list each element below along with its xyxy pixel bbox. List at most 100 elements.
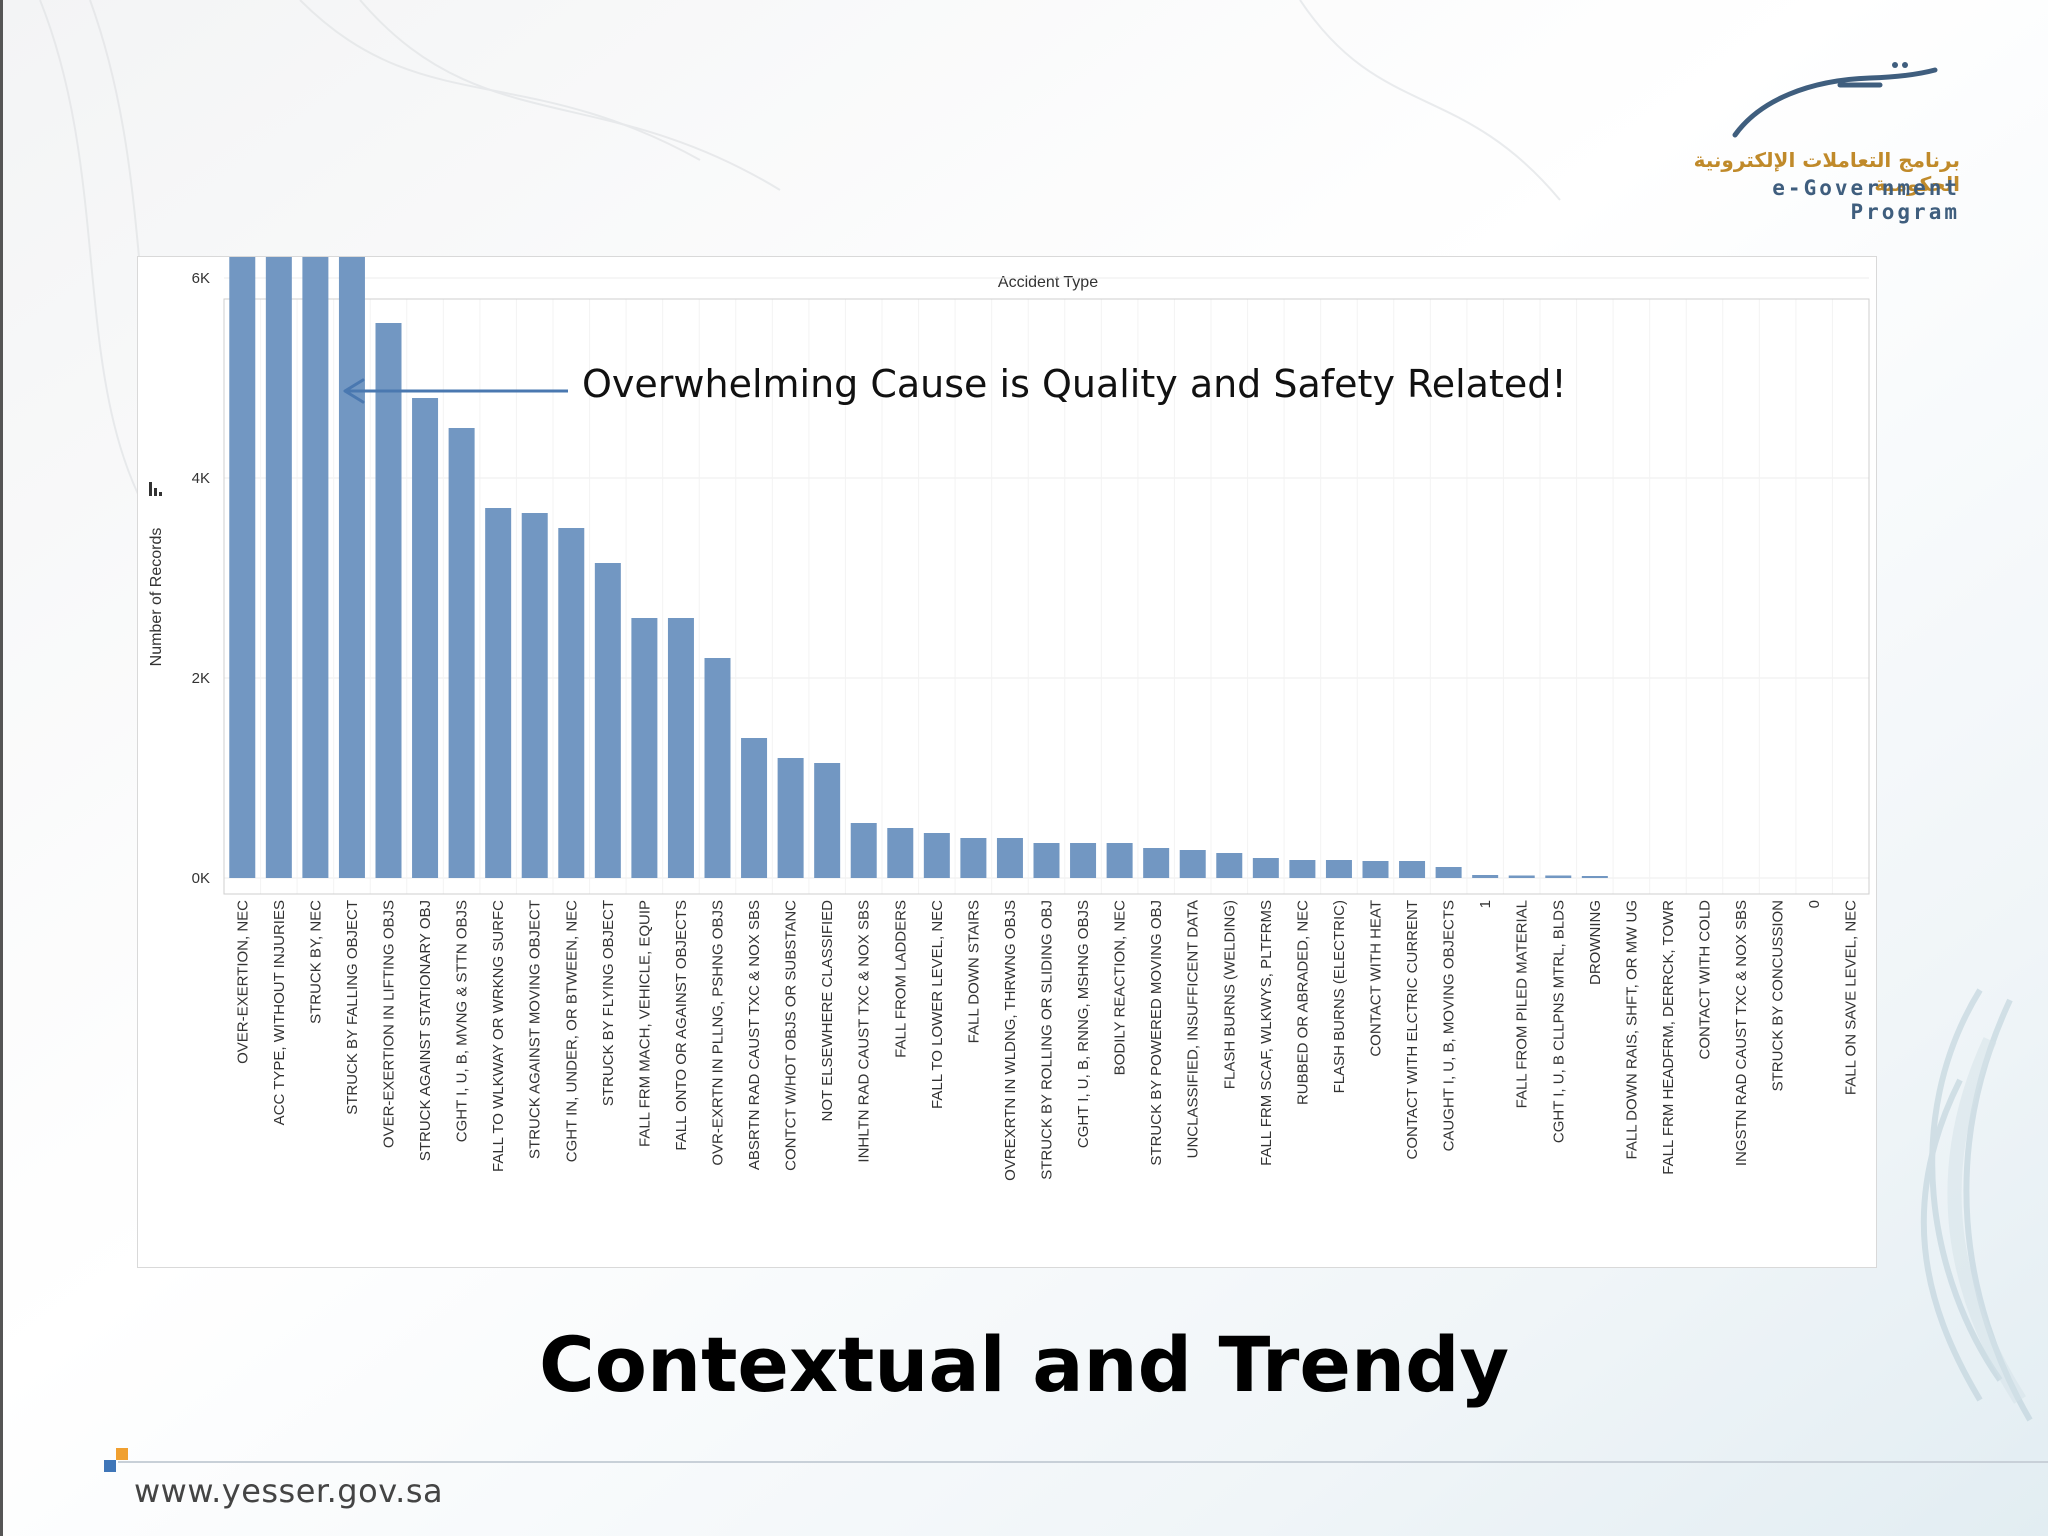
x-category-label: CONTACT WITH HEAT [1368,900,1385,1057]
x-category-label: FALL FRM MACH, VEHICLE, EQUIP [636,900,653,1147]
bar [1216,853,1243,878]
y-tick-label: 2K [192,670,210,687]
slide-left-edge [0,0,3,1536]
bar [1106,843,1133,878]
x-category-label: CGHT IN, UNDER, OR BTWEEN, NEC [563,900,580,1162]
bar [1070,843,1097,878]
x-category-label: 1 [1477,900,1494,908]
chart-title: Accident Type [998,274,1098,291]
chart-annotation: Overwhelming Cause is Quality and Safety… [582,362,1567,406]
x-category-label: FALL FROM PILED MATERIAL [1514,900,1531,1108]
x-category-label: FLASH BURNS (ELECTRIC) [1331,900,1348,1093]
x-category-label: BODILY REACTION, NEC [1112,900,1129,1075]
yesser-logo [1732,62,1938,138]
x-category-label: CONTACT WITH ELCTRIC CURRENT [1404,900,1421,1159]
x-category-label: ACC TYPE, WITHOUT INJURIES [271,900,288,1125]
bar [338,257,365,878]
bar [229,257,256,878]
x-category-label: CGHT I, U, B, RNNG, MSHNG OBJS [1075,900,1092,1148]
x-category-label: STRUCK BY POWERED MOVING OBJ [1148,900,1165,1166]
y-axis-ticks: 0K2K4K6K8K10K [192,270,210,887]
x-category-label: RUBBED OR ABRADED, NEC [1294,900,1311,1105]
x-category-label: OVREXRTN IN WLDNG, THRWNG OBJS [1002,900,1019,1181]
x-category-label: FALL FRM HEADFRM, DERRCK, TOWR [1660,900,1677,1175]
bar [1508,875,1535,878]
x-category-label: STRUCK BY CONCUSSION [1770,900,1787,1091]
plot-area-frame [223,298,1870,895]
bar [741,738,768,878]
x-category-label: CONTCT W/HOT OBJS OR SUBSTANC [783,900,800,1171]
x-category-label: FALL ONTO OR AGAINST OBJECTS [673,900,690,1151]
y-axis-title: Number of Records [148,528,165,667]
bar [594,563,621,878]
bar [521,513,548,878]
bar [1143,848,1170,878]
bar [1252,858,1279,878]
footer-url: www.yesser.gov.sa [134,1472,444,1510]
bar [1362,861,1389,878]
chart-panel: Accident Type 0K2K4K6K8K10K OVER-EXERTIO… [137,256,1877,1268]
x-category-label: STRUCK AGAINST MOVING OBJECT [527,900,544,1159]
bar [996,838,1023,878]
bar [1289,860,1316,878]
y-tick-label: 0K [192,870,210,887]
slide-title: Contextual and Trendy [538,1320,1510,1409]
bar [887,828,914,878]
x-category-label: OVER-EXERTION, NEC [234,900,251,1064]
footer-logo-mark [104,1448,128,1472]
bar [777,758,804,878]
bar [1179,850,1206,878]
x-category-label: INGSTN RAD CAUST TXC & NOX SBS [1733,900,1750,1166]
x-category-label: CGHT I, U, B CLLPNS MTRL, BLDS [1550,900,1567,1143]
bar [960,838,987,878]
footer-divider [118,1461,2048,1463]
x-category-label: ABSRTN RAD CAUST TXC & NOX SBS [746,900,763,1170]
x-category-label: FLASH BURNS (WELDING) [1221,900,1238,1089]
annotation-arrow [343,378,568,404]
x-category-label: NOT ELSEWHERE CLASSIFIED [819,900,836,1122]
bar [1581,876,1608,878]
x-category-label: CONTACT WITH COLD [1697,900,1714,1060]
bar [667,618,694,878]
chart-bars [229,257,1608,878]
bar [631,618,658,878]
x-category-label: CAUGHT I, U, B, MOVING OBJECTS [1441,900,1458,1151]
bar [1033,843,1060,878]
bar [412,398,439,878]
y-tick-label: 6K [192,270,210,287]
x-category-label: FALL ON SAVE LEVEL, NEC [1843,900,1860,1095]
bar [1325,860,1352,878]
bar [814,763,841,878]
bar [1435,867,1462,878]
x-category-label: FALL DOWN RAIS, SHFT, OR MW UG [1623,900,1640,1159]
bar [923,833,950,878]
bar [1472,875,1499,878]
x-category-label: STRUCK BY FALLING OBJECT [344,900,361,1115]
x-category-label: FALL FROM LADDERS [892,900,909,1058]
x-category-label: UNCLASSIFIED, INSUFFICENT DATA [1185,900,1202,1158]
bar [302,257,329,878]
x-category-label: FALL TO WLKWAY OR WRKNG SURFC [490,900,507,1172]
x-category-label: 0 [1806,900,1823,908]
y-axis-icon [149,482,162,496]
x-category-label: STRUCK BY FLYING OBJECT [600,900,617,1106]
bar [704,658,731,878]
bar [1545,875,1572,878]
y-tick-label: 4K [192,470,210,487]
x-category-label: FALL FRM SCAF, WLKWYS, PLTFRMS [1258,900,1275,1166]
x-category-label: CGHT I, U, B, MVNG & STTN OBJS [454,900,471,1142]
bar [375,323,402,878]
bar [558,528,585,878]
bar-chart: Accident Type 0K2K4K6K8K10K OVER-EXERTIO… [148,257,1870,1181]
x-category-label: INHLTN RAD CAUST TXC & NOX SBS [856,900,873,1163]
x-category-label: FALL TO LOWER LEVEL, NEC [929,900,946,1109]
bar [850,823,877,878]
x-category-label: OVR-EXRTN IN PLLNG, PSHNG OBJS [710,900,727,1166]
logo-arabic-text: برنامج التعاملات الإلكترونية الحكومية [1693,148,1960,196]
logo-english-text: e-Government Program [1772,176,1960,224]
x-category-label: STRUCK AGAINST STATIONARY OBJ [417,900,434,1161]
x-category-label: DROWNING [1587,900,1604,985]
x-axis-categories: OVER-EXERTION, NEC ACC TYPE, WITHOUT INJU… [234,900,1859,1181]
x-category-label: OVER-EXERTION IN LIFTING OBJS [381,900,398,1148]
bar [448,428,475,878]
